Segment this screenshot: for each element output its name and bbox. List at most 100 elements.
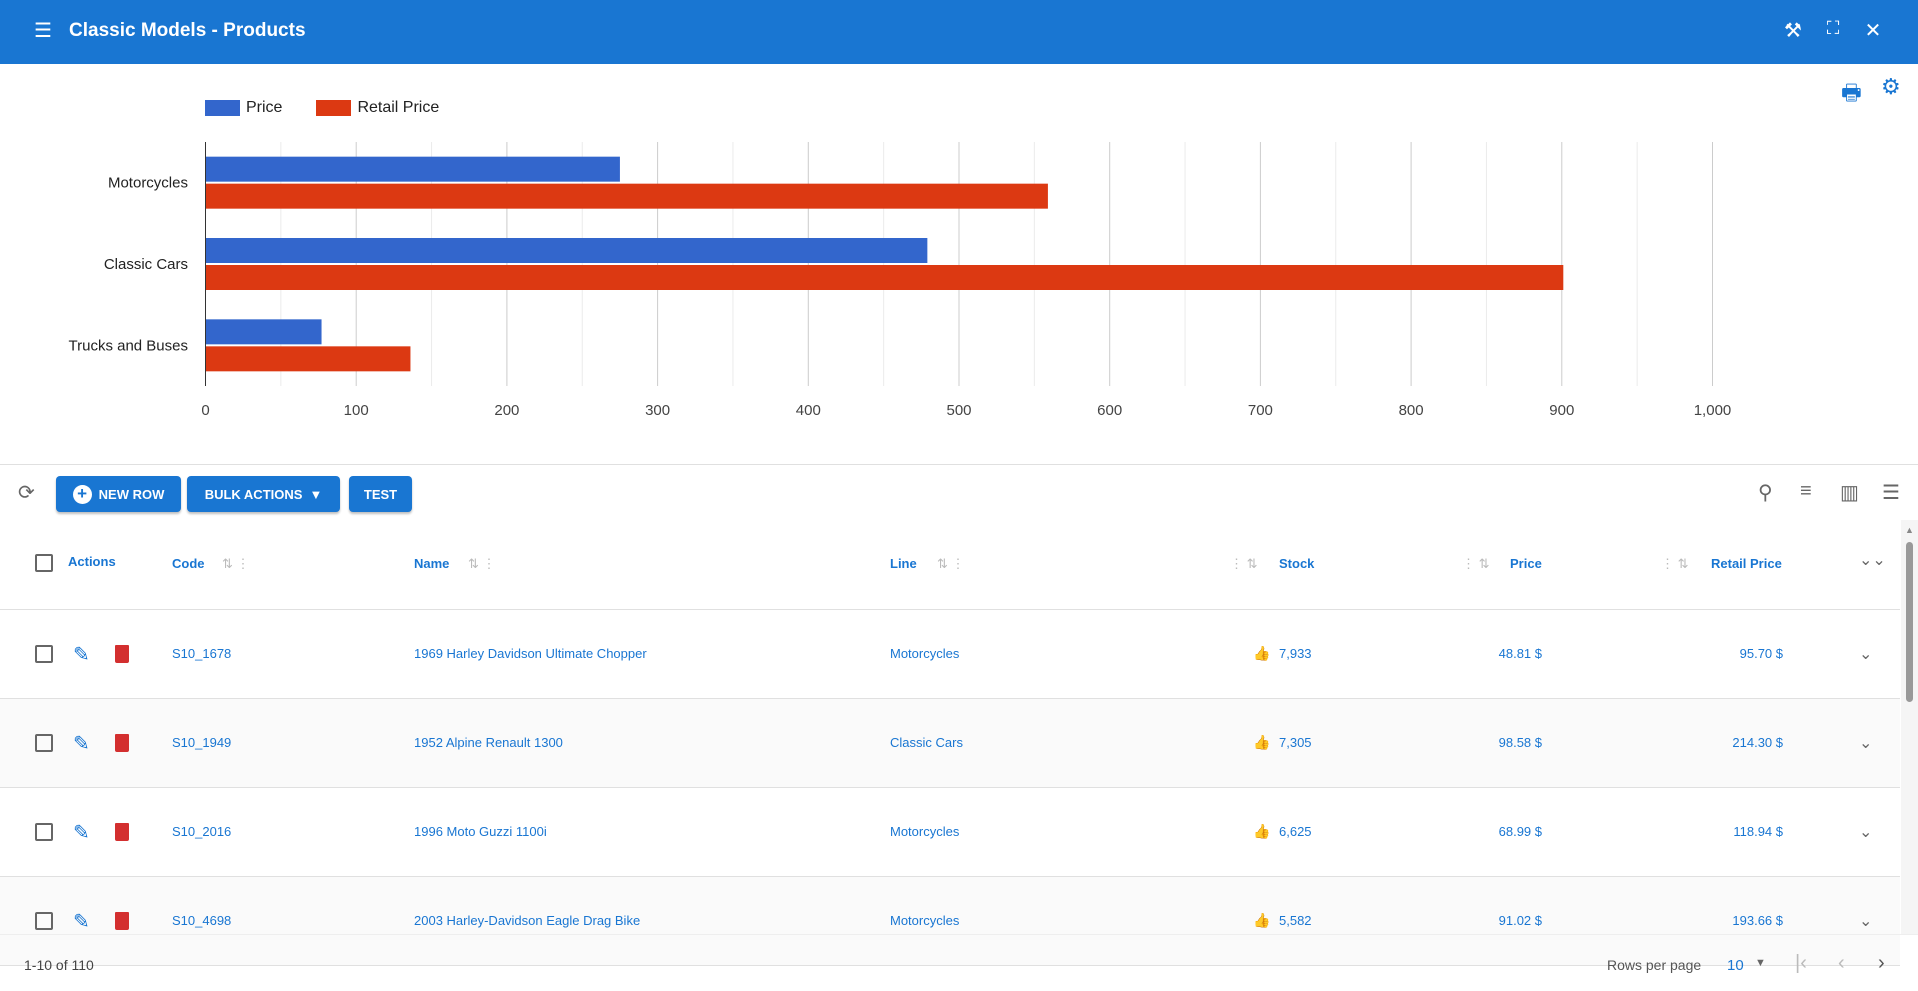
new-row-button[interactable]: + NEW ROW (56, 476, 181, 512)
bar-price (205, 319, 322, 345)
sort-icon[interactable]: ⋮ ⇅ (1462, 556, 1490, 571)
cell-stock: 6,625 (1279, 824, 1312, 839)
column-header-retail-price[interactable]: Retail Price (1711, 556, 1782, 571)
row-checkbox[interactable] (35, 645, 53, 663)
sort-icon[interactable]: ⋮ ⇅ (1230, 556, 1258, 571)
x-tick-label: 600 (1097, 402, 1122, 419)
search-icon[interactable]: ⚲ (1758, 482, 1773, 504)
cell-code[interactable]: S10_1949 (172, 735, 232, 750)
menu-icon[interactable]: ☰ (34, 20, 52, 42)
cell-name[interactable]: 2003 Harley-Davidson Eagle Drag Bike (414, 913, 641, 928)
expand-row-icon[interactable]: ⌄ (1859, 646, 1873, 663)
new-row-label: NEW ROW (98, 486, 165, 502)
legend-swatch-retail (316, 100, 352, 116)
table-row (0, 877, 1900, 966)
cell-retail-price: 118.94 $ (1733, 824, 1783, 839)
legend-swatch-price (205, 100, 240, 116)
expand-all-icon[interactable]: ⌄⌄ (1859, 552, 1886, 569)
edit-icon[interactable]: ✎ (73, 733, 90, 755)
bar-retail-price (205, 183, 1048, 209)
cell-price: 98.58 $ (1498, 735, 1542, 750)
sort-icon[interactable]: ⇅ ⋮ (937, 556, 965, 571)
cell-retail-price: 214.30 $ (1732, 735, 1783, 750)
previous-page-icon[interactable]: ‹ (1838, 952, 1845, 974)
select-all-checkbox[interactable] (35, 554, 53, 572)
tools-icon[interactable]: ⚒ (1784, 20, 1802, 42)
refresh-icon[interactable]: ⟳ (18, 482, 35, 504)
x-tick-label: 300 (645, 402, 670, 419)
cell-price: 68.99 $ (1498, 824, 1542, 839)
y-category-label: Trucks and Buses (69, 337, 189, 354)
first-page-icon[interactable]: |‹ (1795, 952, 1807, 974)
caret-down-icon[interactable]: ▼ (1755, 957, 1766, 969)
columns-icon[interactable]: ▥ (1840, 482, 1859, 504)
filter-icon[interactable]: ≡ (1800, 480, 1812, 502)
close-icon[interactable]: ✕ (1864, 20, 1882, 42)
test-button[interactable]: TEST (349, 476, 412, 512)
bar-price (205, 238, 928, 263)
cell-stock: 5,582 (1279, 913, 1312, 928)
scrollbar-thumb[interactable] (1906, 542, 1913, 702)
edit-icon[interactable]: ✎ (73, 911, 90, 933)
cell-stock: 7,305 (1279, 735, 1312, 750)
bar-retail-price (205, 346, 411, 372)
row-checkbox[interactable] (35, 734, 53, 752)
legend-label-price: Price (246, 99, 283, 116)
cell-name[interactable]: 1969 Harley Davidson Ultimate Chopper (414, 646, 647, 661)
edit-icon[interactable]: ✎ (73, 644, 90, 666)
fullscreen-icon[interactable]: ⛶ (1826, 18, 1840, 38)
column-header-line[interactable]: Line (890, 556, 917, 571)
bar-retail-price (205, 265, 1564, 290)
delete-icon[interactable] (115, 912, 129, 930)
column-header-actions: Actions (68, 554, 116, 569)
row-checkbox[interactable] (35, 912, 53, 930)
cell-retail-price: 193.66 $ (1732, 913, 1783, 928)
x-tick-label: 400 (796, 402, 821, 419)
y-category-label: Classic Cars (104, 256, 188, 273)
column-header-code[interactable]: Code (172, 556, 205, 571)
density-icon[interactable]: ☰ (1882, 482, 1900, 504)
edit-icon[interactable]: ✎ (73, 822, 90, 844)
bulk-actions-button[interactable]: BULK ACTIONS ▼ (187, 476, 340, 512)
thumbs-up-icon: 👍 (1253, 823, 1271, 839)
settings-icon[interactable]: ⚙ (1881, 74, 1901, 99)
row-checkbox[interactable] (35, 823, 53, 841)
rows-per-page-select[interactable]: 10 (1727, 957, 1744, 974)
delete-icon[interactable] (115, 645, 129, 663)
x-tick-label: 100 (344, 402, 369, 419)
bar-price (205, 156, 620, 182)
expand-row-icon[interactable]: ⌄ (1859, 824, 1873, 841)
column-header-name[interactable]: Name (414, 556, 450, 571)
table-row (0, 788, 1900, 877)
cell-line[interactable]: Classic Cars (890, 735, 963, 750)
scrollbar[interactable]: ▲ (1901, 520, 1918, 934)
cell-code[interactable]: S10_1678 (172, 646, 232, 661)
print-icon[interactable]: 🖶 (1841, 80, 1862, 105)
cell-stock: 7,933 (1279, 646, 1312, 661)
sort-icon[interactable]: ⇅ ⋮ (222, 556, 250, 571)
expand-row-icon[interactable]: ⌄ (1859, 735, 1873, 752)
column-header-stock[interactable]: Stock (1279, 556, 1315, 571)
column-header-price[interactable]: Price (1510, 556, 1542, 571)
thumbs-up-icon: 👍 (1253, 912, 1271, 928)
sort-icon[interactable]: ⇅ ⋮ (468, 556, 496, 571)
thumbs-up-icon: 👍 (1253, 734, 1271, 750)
x-tick-label: 700 (1248, 402, 1273, 419)
next-page-icon[interactable]: › (1878, 952, 1885, 974)
cell-code[interactable]: S10_2016 (172, 824, 232, 839)
legend-label-retail: Retail Price (357, 99, 440, 116)
expand-row-icon[interactable]: ⌄ (1859, 913, 1873, 930)
x-tick-label: 800 (1399, 402, 1424, 419)
cell-code[interactable]: S10_4698 (172, 913, 232, 928)
delete-icon[interactable] (115, 734, 129, 752)
sort-icon[interactable]: ⋮ ⇅ (1661, 556, 1689, 571)
cell-line[interactable]: Motorcycles (890, 913, 960, 928)
table-row (0, 699, 1900, 788)
cell-name[interactable]: 1996 Moto Guzzi 1100i (414, 824, 547, 839)
cell-name[interactable]: 1952 Alpine Renault 1300 (414, 735, 563, 750)
delete-icon[interactable] (115, 823, 129, 841)
x-tick-label: 1,000 (1694, 402, 1732, 419)
cell-line[interactable]: Motorcycles (890, 646, 960, 661)
app-header: ☰ Classic Models - Products ⚒ ⛶ ✕ (0, 0, 1918, 64)
cell-line[interactable]: Motorcycles (890, 824, 960, 839)
